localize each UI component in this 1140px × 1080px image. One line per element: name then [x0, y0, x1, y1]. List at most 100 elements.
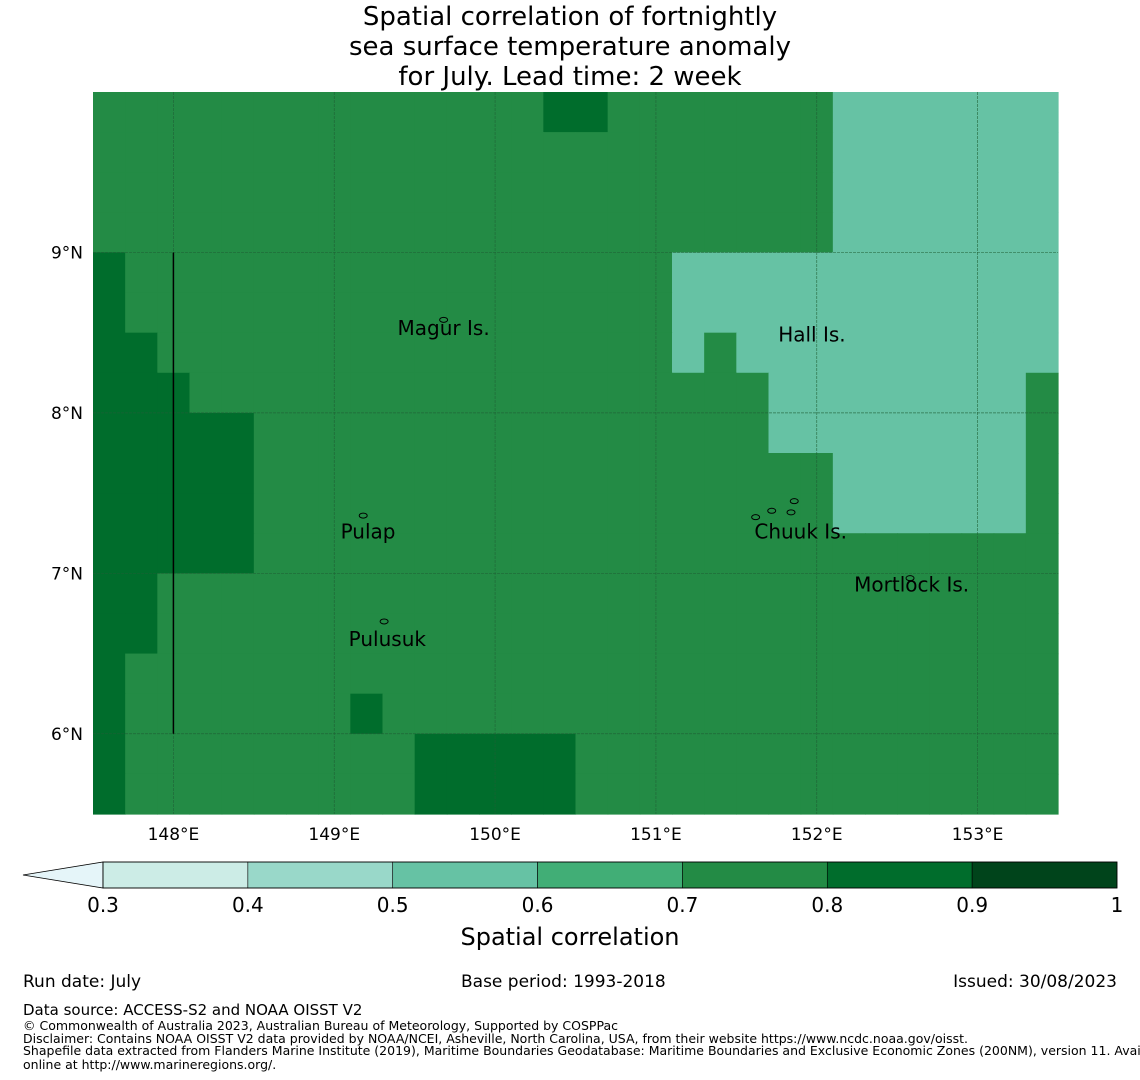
- data-source: Data source: ACCESS-S2 and NOAA OISST V2: [23, 1001, 363, 1019]
- colorbar-tick-label: 0.6: [522, 893, 554, 917]
- heatmap-cell: [929, 292, 963, 334]
- heatmap-cell: [672, 332, 705, 374]
- heatmap-cell: [1025, 172, 1059, 213]
- heatmap-cell: [511, 92, 544, 133]
- heatmap-cell: [286, 292, 319, 334]
- heatmap-cell: [575, 733, 609, 775]
- heatmap-cell: [672, 92, 705, 133]
- heatmap-cell: [929, 372, 963, 414]
- heatmap-cell: [382, 533, 416, 574]
- heatmap-cell: [704, 212, 737, 254]
- heatmap-cell: [253, 693, 287, 735]
- heatmap-cell: [929, 653, 963, 695]
- heatmap-cell: [832, 412, 866, 454]
- heatmap-cell: [543, 653, 577, 695]
- heatmap-cell: [382, 773, 416, 815]
- heatmap-cell: [93, 453, 126, 494]
- heatmap-cell: [832, 252, 866, 294]
- heatmap-cell: [993, 733, 1027, 775]
- heatmap-cell: [382, 92, 416, 133]
- heatmap-cell: [253, 92, 287, 133]
- heatmap-cell: [1025, 372, 1059, 414]
- heatmap-cell: [253, 412, 287, 454]
- heatmap-cell: [865, 693, 898, 735]
- heatmap-cell: [897, 292, 930, 334]
- heatmap-cell: [736, 693, 770, 735]
- place-label: Pulap: [341, 520, 396, 544]
- heatmap-cell: [286, 653, 319, 695]
- heatmap-cell: [414, 252, 448, 294]
- heatmap-cell: [704, 92, 737, 133]
- heatmap-cell: [125, 613, 158, 655]
- heatmap-cell: [414, 653, 448, 695]
- heatmap-cell: [221, 132, 255, 173]
- heatmap-cell: [446, 653, 480, 695]
- heatmap-cell: [832, 453, 866, 494]
- heatmap-cell: [382, 172, 416, 213]
- heatmap-cell: [511, 332, 544, 374]
- heatmap-cell: [607, 533, 641, 574]
- heatmap-cell: [543, 773, 577, 815]
- heatmap-cell: [221, 533, 255, 574]
- heatmap-cell: [768, 453, 802, 494]
- place-label: Pulusuk: [349, 627, 427, 651]
- heatmap-cell: [1025, 573, 1059, 615]
- heatmap-cell: [253, 453, 287, 494]
- heatmap-cell: [1025, 773, 1059, 815]
- heatmap-cell: [865, 92, 898, 133]
- heatmap-cell: [286, 172, 319, 213]
- heatmap-cell: [672, 252, 705, 294]
- colorbar-frame: [102, 861, 1118, 889]
- heatmap-cell: [93, 292, 126, 334]
- heatmap-cell: [414, 493, 448, 534]
- heatmap-cell: [768, 573, 802, 615]
- heatmap-cell: [93, 412, 126, 454]
- heatmap-cell: [286, 573, 319, 615]
- heatmap-cell: [221, 693, 255, 735]
- x-axis-ticks: 148°E 149°E 150°E 151°E 152°E 153°E: [148, 825, 1004, 845]
- heatmap-cell: [865, 132, 898, 173]
- heatmap-cell: [350, 412, 384, 454]
- heatmap-cell: [286, 693, 319, 735]
- copyright: © Commonwealth of Australia 2023, Austra…: [23, 1018, 618, 1033]
- heatmap-cell: [575, 773, 609, 815]
- heatmap-cell: [1025, 92, 1059, 133]
- heatmap-cell: [1025, 733, 1059, 775]
- heatmap-cell: [1025, 533, 1059, 574]
- heatmap-cell: [672, 733, 705, 775]
- heatmap-cell: [382, 132, 416, 173]
- heatmap-cell: [768, 252, 802, 294]
- heatmap-cell: [575, 332, 609, 374]
- heatmap-cell: [575, 573, 609, 615]
- heatmap-cell: [511, 613, 544, 655]
- heatmap-cell: [768, 332, 802, 374]
- heatmap-cell: [125, 533, 158, 574]
- heatmap-cell: [865, 292, 898, 334]
- heatmap-cell: [543, 412, 577, 454]
- heatmap-cell: [897, 132, 930, 173]
- heatmap-cell: [607, 212, 641, 254]
- heatmap-cell: [446, 412, 480, 454]
- heatmap-cell: [607, 613, 641, 655]
- heatmap-cell: [736, 212, 770, 254]
- title-line-3: for July. Lead time: 2 week: [398, 62, 742, 92]
- heatmap-cell: [414, 172, 448, 213]
- heatmap-cell: [93, 533, 126, 574]
- heatmap-cell: [350, 453, 384, 494]
- heatmap-cell: [543, 252, 577, 294]
- heatmap-cell: [897, 212, 930, 254]
- heatmap-cell: [575, 693, 609, 735]
- heatmap-cell: [575, 92, 609, 133]
- x-tick-label: 149°E: [308, 825, 360, 845]
- heatmap-cell: [511, 132, 544, 173]
- heatmap-cell: [1025, 132, 1059, 173]
- heatmap-cell: [865, 613, 898, 655]
- heatmap-cell: [414, 733, 448, 775]
- island-outline: [789, 498, 799, 505]
- heatmap-cell: [993, 493, 1027, 534]
- heatmap-cell: [253, 653, 287, 695]
- heatmap-cell: [125, 332, 158, 374]
- heatmap-cell: [993, 212, 1027, 254]
- heatmap-cell: [736, 653, 770, 695]
- heatmap-cell: [414, 693, 448, 735]
